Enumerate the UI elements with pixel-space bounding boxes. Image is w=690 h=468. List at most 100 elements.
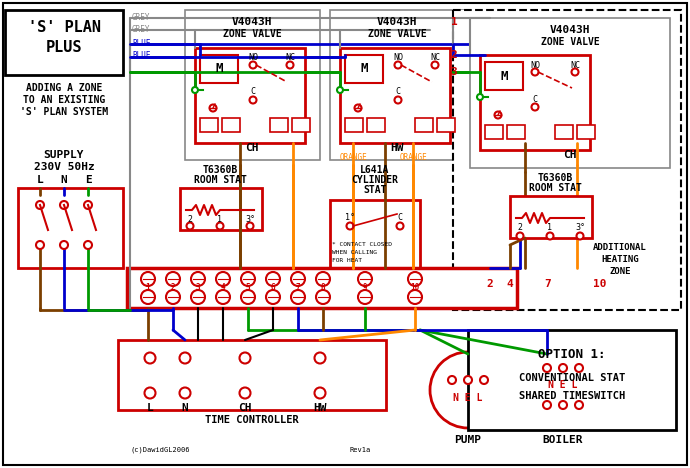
FancyBboxPatch shape [345,118,363,132]
Text: HW: HW [313,403,327,413]
Text: 10: 10 [593,279,607,289]
Text: SUPPLY: SUPPLY [43,150,84,160]
Text: ROOM STAT: ROOM STAT [194,175,246,185]
Circle shape [316,290,330,304]
Circle shape [431,61,439,68]
Text: 10: 10 [411,284,420,292]
Text: STAT: STAT [363,185,387,195]
Text: BLUE: BLUE [132,51,150,60]
Text: NO: NO [530,60,540,70]
Circle shape [571,68,578,75]
Circle shape [141,290,155,304]
Text: ADDITIONAL: ADDITIONAL [593,243,647,253]
Circle shape [60,201,68,209]
Circle shape [141,272,155,286]
FancyBboxPatch shape [415,118,433,132]
Circle shape [575,401,583,409]
Circle shape [559,401,567,409]
Text: 7: 7 [544,279,551,289]
Circle shape [448,376,456,384]
Text: 5: 5 [246,284,250,292]
Text: NC: NC [285,53,295,63]
Circle shape [36,201,44,209]
Text: E: E [85,175,91,185]
FancyBboxPatch shape [180,188,262,230]
FancyBboxPatch shape [480,55,590,150]
Circle shape [531,68,538,75]
FancyBboxPatch shape [5,10,123,75]
FancyBboxPatch shape [222,118,240,132]
Text: N E L: N E L [453,393,483,403]
Text: ZONE VALVE: ZONE VALVE [223,29,282,39]
Text: L: L [37,175,43,185]
Circle shape [546,233,553,240]
Circle shape [346,222,353,229]
FancyBboxPatch shape [367,118,385,132]
FancyBboxPatch shape [292,118,310,132]
FancyBboxPatch shape [507,125,525,139]
FancyBboxPatch shape [18,188,123,268]
Circle shape [239,388,250,398]
FancyBboxPatch shape [485,62,523,90]
Circle shape [166,272,180,286]
Circle shape [241,290,255,304]
Text: NC: NC [430,53,440,63]
Circle shape [291,272,305,286]
Text: M: M [500,70,508,82]
Circle shape [577,233,584,240]
Text: M: M [215,63,223,75]
Circle shape [464,376,472,384]
Text: L: L [146,403,153,413]
Circle shape [144,352,155,364]
FancyBboxPatch shape [468,330,676,430]
Circle shape [315,352,326,364]
Circle shape [430,352,506,428]
Text: CH: CH [245,143,259,153]
FancyBboxPatch shape [510,196,592,238]
Text: (c)DawidGL2006: (c)DawidGL2006 [130,447,190,453]
FancyBboxPatch shape [340,48,450,143]
FancyBboxPatch shape [536,354,604,426]
Text: CH: CH [238,403,252,413]
Text: CONVENTIONAL STAT: CONVENTIONAL STAT [519,373,625,383]
Text: C: C [395,88,400,96]
Text: Rev1a: Rev1a [349,447,371,453]
Text: C: C [397,213,402,222]
Circle shape [36,241,44,249]
FancyBboxPatch shape [127,268,517,308]
Text: 4: 4 [221,284,226,292]
Circle shape [216,290,230,304]
Text: GREY: GREY [132,13,150,22]
FancyBboxPatch shape [270,118,288,132]
Circle shape [355,104,362,111]
FancyBboxPatch shape [3,3,687,465]
Text: ZONE: ZONE [609,268,631,277]
Text: HW: HW [391,143,404,153]
Text: T6360B: T6360B [202,165,237,175]
FancyBboxPatch shape [118,340,386,410]
Text: 2: 2 [486,279,493,289]
Text: 2: 2 [518,224,522,233]
Circle shape [179,388,190,398]
Circle shape [84,201,92,209]
FancyBboxPatch shape [453,10,681,310]
Text: 3: 3 [196,284,200,292]
Text: ZONE VALVE: ZONE VALVE [541,37,600,47]
Text: WHEN CALLING: WHEN CALLING [332,249,377,255]
Text: T6360B: T6360B [538,173,573,183]
Text: FOR HEAT: FOR HEAT [332,257,362,263]
Circle shape [191,272,205,286]
Circle shape [559,364,567,372]
Text: N: N [181,403,188,413]
Text: TIME CONTROLLER: TIME CONTROLLER [205,415,299,425]
Circle shape [192,87,198,93]
FancyBboxPatch shape [200,55,238,83]
Text: 1: 1 [217,215,222,225]
FancyBboxPatch shape [470,18,670,168]
Text: NO: NO [248,53,258,63]
Text: HEATING: HEATING [601,256,639,264]
FancyBboxPatch shape [345,55,383,83]
FancyBboxPatch shape [555,125,573,139]
Circle shape [166,290,180,304]
Circle shape [315,388,326,398]
